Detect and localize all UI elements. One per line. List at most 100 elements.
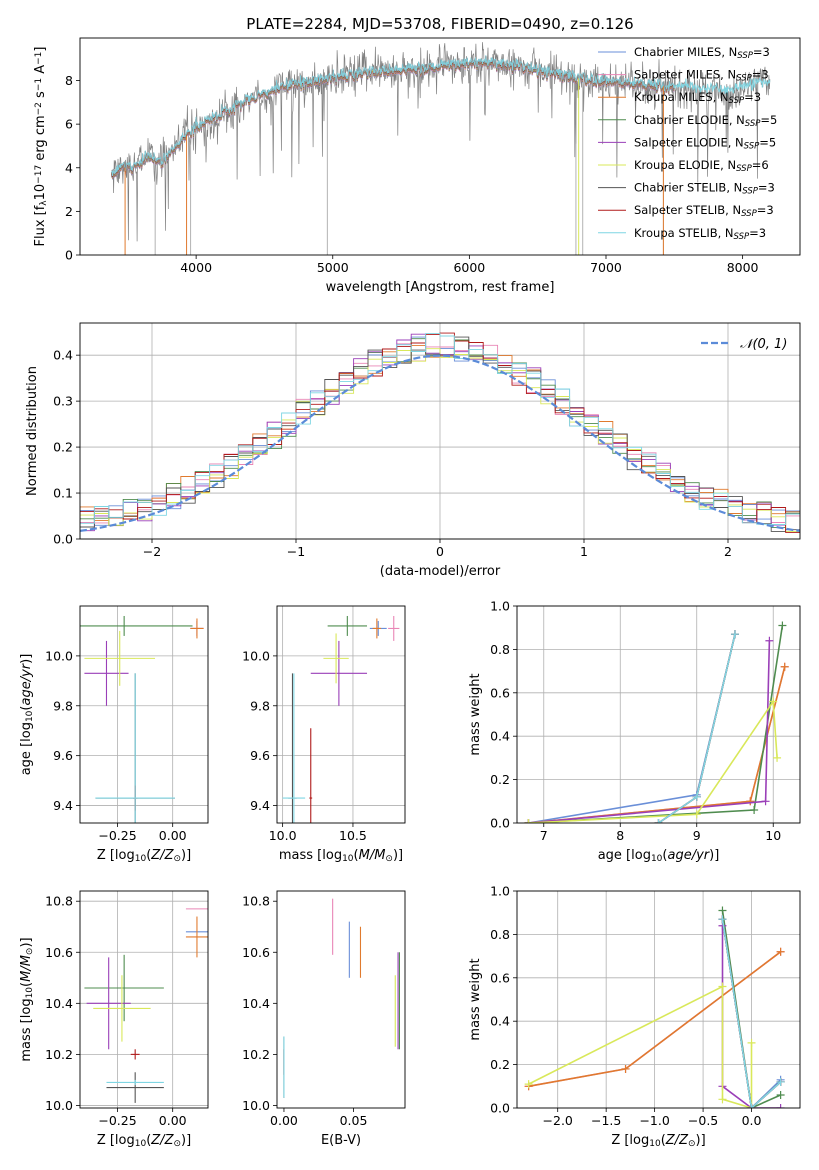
legend-label: Salpeter ELODIE, NSSP=5 xyxy=(634,135,776,151)
y-tick-label: 0.2 xyxy=(490,1057,510,1072)
plot-area xyxy=(283,898,400,1098)
y-tick-label: 9.4 xyxy=(53,798,73,813)
plot-area xyxy=(110,42,771,255)
legend-label: Kroupa ELODIE, NSSP=6 xyxy=(634,158,769,174)
weight-point-marker xyxy=(761,797,770,806)
weight-point-marker xyxy=(524,819,533,823)
plot-area xyxy=(282,615,400,823)
x-tick-label: −1.0 xyxy=(639,1113,669,1128)
weight-point-marker xyxy=(769,697,778,706)
y-tick-label: 0.0 xyxy=(490,1101,510,1116)
weight-series-line xyxy=(721,919,782,1108)
plot-area xyxy=(80,332,800,539)
y-tick-label: 1.0 xyxy=(490,884,510,899)
weight-point-marker xyxy=(718,1095,727,1104)
x-tick-label: −0.25 xyxy=(98,1113,136,1128)
weight-point-marker xyxy=(718,982,727,991)
axes-frame xyxy=(516,605,801,824)
x-tick-label: 0 xyxy=(436,544,444,559)
y-tick-label: 0.2 xyxy=(490,772,510,787)
x-tick-label: 9 xyxy=(693,828,701,843)
y-axis-label: mass weight xyxy=(468,958,483,1040)
y-tick-label: 10.0 xyxy=(45,648,73,663)
x-axis-label: E(B-V) xyxy=(321,1133,361,1148)
x-axis-label: wavelength [Angstrom, rest frame] xyxy=(326,280,555,295)
y-tick-label: 10.4 xyxy=(45,996,73,1011)
chart-weight_vs_age: 7 8 9 10 0.0 0.2 0.4 0.6 0.8 1.0 age [log10(age/yr… xyxy=(468,599,801,864)
plot-area xyxy=(524,621,789,823)
axes-frame xyxy=(79,605,209,824)
axes-frame xyxy=(79,37,801,256)
weight-point-marker xyxy=(750,805,759,814)
x-tick-label: 0.05 xyxy=(340,1113,368,1128)
x-tick-label: 7000 xyxy=(590,260,622,275)
normal-curve xyxy=(80,354,800,532)
x-tick-label: 0.00 xyxy=(270,1113,298,1128)
y-tick-label: 0.4 xyxy=(490,1014,510,1029)
axes-frame xyxy=(276,605,406,824)
legend-label: Kroupa MILES, NSSP=3 xyxy=(634,90,761,106)
y-tick-label: 10.0 xyxy=(242,648,270,663)
figure-title: PLATE=2284, MJD=53708, FIBERID=0490, z=0… xyxy=(246,15,633,33)
x-tick-label: −2.0 xyxy=(543,1113,573,1128)
y-tick-label: 9.6 xyxy=(53,748,73,763)
x-tick-label: 10 xyxy=(765,828,781,843)
x-tick-label: 7 xyxy=(540,828,548,843)
weight-series-line xyxy=(528,699,778,823)
legend-label: Chabrier ELODIE, NSSP=5 xyxy=(634,113,777,129)
weight-point-marker xyxy=(776,1104,785,1108)
y-tick-label: 6 xyxy=(65,117,73,132)
chart-age_vs_Z: −0.25 0.00 9.4 9.6 9.8 10.0 Z [log10(Z/Z⊙)] age… xyxy=(19,605,209,864)
spectrum-model-line xyxy=(110,55,771,177)
weight-point-marker xyxy=(773,753,782,762)
y-tick-label: 0.8 xyxy=(490,642,510,657)
y-tick-label: 10.4 xyxy=(242,996,270,1011)
weight-point-marker xyxy=(776,1090,785,1099)
x-tick-label: 8000 xyxy=(727,260,759,275)
y-tick-label: 9.8 xyxy=(250,698,270,713)
chart-age_vs_mass: 10.0 10.5 9.4 9.6 9.8 10.0 mass [log10(M/M⊙)] xyxy=(242,605,406,864)
weight-point-marker xyxy=(780,662,789,671)
weight-point-marker xyxy=(621,1064,630,1073)
x-tick-label: −2 xyxy=(143,544,161,559)
y-tick-label: 0.0 xyxy=(53,532,73,547)
x-tick-label: −1 xyxy=(287,544,305,559)
weight-point-marker xyxy=(776,1077,785,1086)
x-tick-label: −1.5 xyxy=(591,1113,621,1128)
plot-area xyxy=(80,615,204,823)
y-tick-label: 4 xyxy=(65,160,73,175)
x-axis-label: Z [log10(Z/Z⊙)] xyxy=(611,1133,705,1149)
weight-point-marker xyxy=(747,1104,756,1108)
legend-label: Salpeter STELIB, NSSP=3 xyxy=(634,203,774,219)
weight-point-marker xyxy=(654,819,663,823)
y-tick-label: 0.4 xyxy=(490,729,510,744)
x-axis-label: age [log10(age/yr)] xyxy=(598,848,720,864)
chart-residuals: −2 −1 0 1 2 0.0 0.1 0.2 0.3 0.4 (data-model)/error… xyxy=(25,322,801,579)
y-tick-label: 0.1 xyxy=(53,486,73,501)
weight-point-marker xyxy=(747,1038,756,1047)
y-axis-label: Flux [fλ10−17 erg cm−2 s−1 A−1] xyxy=(33,47,49,247)
weight-series-line xyxy=(528,985,753,1108)
y-tick-label: 9.4 xyxy=(250,798,270,813)
weight-point-marker xyxy=(718,915,727,924)
x-axis-label: mass [log10(M/M⊙)] xyxy=(279,848,403,864)
weight-point-marker xyxy=(765,636,774,645)
weight-point-marker xyxy=(692,810,701,819)
plot-area xyxy=(84,908,208,1103)
y-tick-label: 10.6 xyxy=(242,945,270,960)
axes-frame xyxy=(516,890,801,1109)
y-tick-label: 10.2 xyxy=(242,1047,270,1062)
y-axis-label: mass weight xyxy=(468,673,483,755)
y-tick-label: 9.8 xyxy=(53,698,73,713)
y-tick-label: 0.6 xyxy=(490,970,510,985)
y-tick-label: 10.8 xyxy=(45,894,73,909)
y-tick-label: 8 xyxy=(65,73,73,88)
x-tick-label: 2 xyxy=(724,544,732,559)
y-tick-label: 10.8 xyxy=(242,894,270,909)
weight-point-marker xyxy=(718,906,727,915)
chart-mass_vs_Z: −0.25 0.00 10.0 10.2 10.4 10.6 10.8 Z [log10(Z/… xyxy=(19,890,209,1149)
y-axis-label: mass [log10(M/M⊙)] xyxy=(19,937,35,1061)
x-tick-label: 0.0 xyxy=(742,1113,762,1128)
legend-label: 𝒩(0, 1) xyxy=(740,337,787,352)
